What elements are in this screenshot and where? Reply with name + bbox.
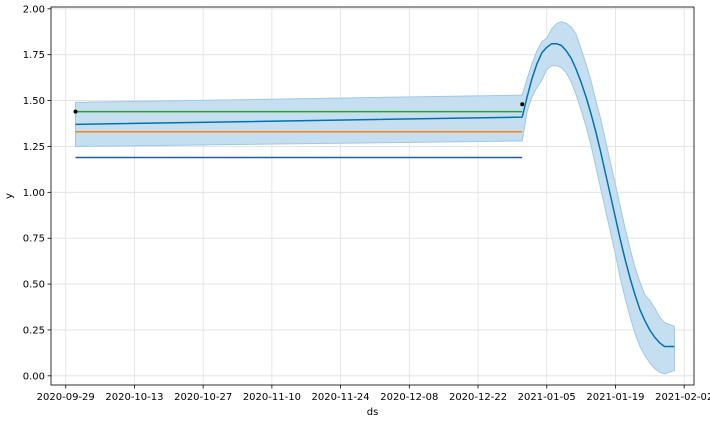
y-tick-label: 0.00	[23, 371, 45, 382]
x-tick-label: 2020-10-13	[105, 392, 163, 403]
x-tick-label: 2020-10-27	[174, 392, 232, 403]
axis-layer: 2020-09-29 2020-10-13 2020-10-27 2020-11-10…	[23, 4, 710, 403]
y-tick-label: 1.50	[23, 96, 45, 107]
y-tick-label: 0.25	[23, 325, 45, 336]
x-tick-label: 2021-01-19	[586, 392, 644, 403]
x-tick-label: 2020-09-29	[37, 392, 95, 403]
plot-frame	[50, 6, 695, 386]
uncertainty-band	[75, 21, 675, 375]
y-tick-label: 2.00	[23, 4, 45, 15]
x-axis-title: ds	[367, 407, 379, 418]
x-tick-label: 2020-12-22	[449, 392, 507, 403]
x-tick-label: 2021-02-02	[655, 392, 710, 403]
series-layer	[73, 21, 675, 375]
observed-point	[73, 109, 78, 114]
y-tick-label: 1.25	[23, 142, 45, 153]
x-tick-label: 2020-11-10	[243, 392, 301, 403]
series-line-4	[75, 42, 675, 348]
y-tick-label: 0.50	[23, 280, 45, 291]
y-tick-label: 1.75	[23, 50, 45, 61]
observed-point	[520, 102, 525, 107]
grid-layer	[51, 7, 694, 385]
x-tick-label: 2020-12-08	[380, 392, 438, 403]
y-tick-label: 0.75	[23, 234, 45, 245]
y-axis-title: y	[4, 193, 15, 199]
x-tick-label: 2021-01-05	[518, 392, 576, 403]
x-tick-label: 2020-11-24	[312, 392, 370, 403]
y-tick-label: 1.00	[23, 188, 45, 199]
